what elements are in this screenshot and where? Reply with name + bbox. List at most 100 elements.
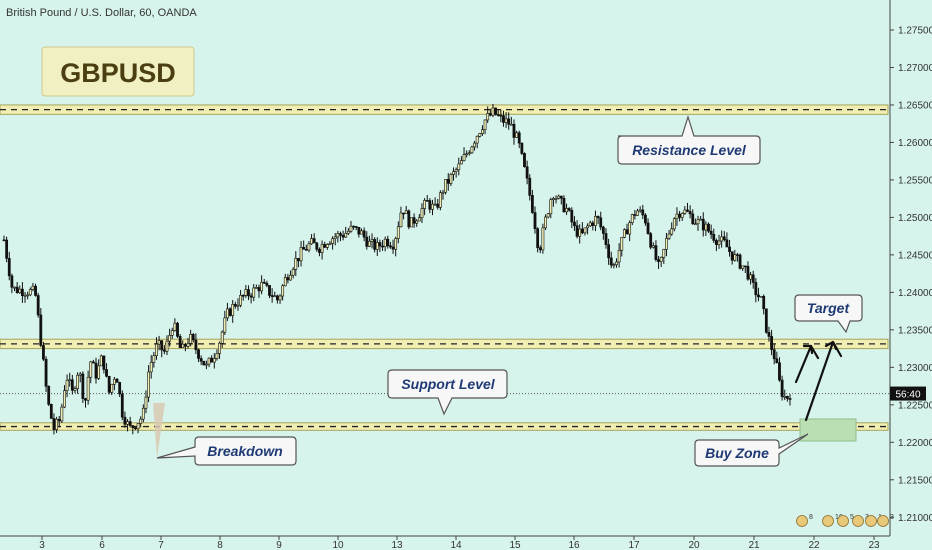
candle-body [580, 228, 584, 234]
target-callout[interactable]: Target [794, 294, 863, 334]
candle-body [741, 265, 745, 269]
price-tag-box [890, 386, 926, 401]
event-badge-icon[interactable] [796, 515, 808, 527]
candle-body [717, 240, 721, 245]
candle-body [644, 214, 647, 224]
candle-body [738, 254, 742, 269]
price-tag-text: 56:40 [895, 390, 920, 401]
candle-body [84, 398, 87, 401]
candle-body [236, 304, 240, 307]
candle-body [244, 289, 248, 296]
candle-body [654, 245, 658, 260]
price-tick-label: 1.27000 [898, 63, 932, 74]
price-axis[interactable]: 1.27500 1.27000 1.26500 1.26000 1.25500 1.250… [889, 0, 932, 536]
price-tick-label: 1.23500 [898, 325, 932, 336]
candle-body [496, 114, 500, 116]
candle-body [36, 295, 40, 316]
candle-body [444, 179, 448, 193]
price-tick-label: 1.23000 [898, 363, 932, 374]
candle-body [691, 213, 695, 225]
candle-body [725, 239, 729, 248]
price-tick-label: 1.26500 [898, 100, 932, 111]
time-axis-ticks: 3 6 7 8 9 10 13 14 15 16 17 20 21 22 23 [39, 536, 880, 550]
time-tick-label: 9 [276, 540, 282, 550]
candle-body [205, 363, 208, 366]
candle-body [420, 208, 424, 219]
event-badge-icon[interactable] [852, 515, 864, 527]
candle-body [659, 256, 663, 262]
candle-body [394, 238, 398, 250]
candle-body [207, 357, 211, 365]
candle-body [102, 355, 106, 370]
candle-body [575, 225, 579, 237]
current-price-tag: 56:40 [890, 386, 926, 401]
candle-body [331, 238, 334, 244]
candle-body [349, 225, 353, 232]
candle-body [780, 379, 784, 397]
event-badges[interactable]: 8165313 [796, 514, 895, 527]
event-badge-icon[interactable] [865, 515, 877, 527]
candle-body [70, 379, 74, 391]
candle-body [233, 304, 237, 307]
candle-body [115, 378, 119, 383]
event-badge-icon[interactable] [837, 515, 849, 527]
candle-body [436, 203, 440, 208]
candle-body [294, 258, 298, 270]
price-tick-label: 1.25000 [898, 213, 932, 224]
candle-body [699, 218, 703, 221]
candle-body [612, 264, 616, 267]
time-tick-label: 3 [39, 540, 45, 550]
candle-body [667, 233, 671, 239]
candle-body [764, 308, 768, 333]
candle-body [291, 269, 295, 276]
candle-body [546, 213, 550, 218]
candle-body [120, 393, 124, 418]
candle-body [78, 373, 82, 376]
candle-body [767, 332, 771, 337]
candle-body [91, 361, 95, 364]
candle-body [268, 285, 271, 296]
candle-body [128, 421, 132, 426]
candle-body [44, 358, 48, 387]
support-callout-text: Support Level [401, 376, 495, 392]
buy-zone-callout[interactable]: Buy Zone [694, 433, 809, 467]
candle-body [754, 282, 758, 296]
candle-body [499, 114, 503, 117]
support-callout[interactable]: Support Level [387, 369, 508, 416]
candle-body [433, 203, 437, 206]
candle-body [772, 349, 776, 360]
candle-body [346, 230, 350, 234]
candle-body [173, 322, 177, 331]
candle-body [391, 246, 395, 250]
candle-body [254, 287, 258, 289]
candle-body [596, 216, 600, 219]
time-tick-label: 6 [99, 540, 105, 550]
candle-body [775, 358, 779, 364]
candle-body [55, 418, 58, 430]
candle-body [402, 212, 405, 215]
event-badge-icon[interactable] [822, 515, 834, 527]
candle-body [362, 230, 366, 238]
time-tick-label: 23 [868, 540, 880, 550]
time-axis[interactable]: 3 6 7 8 9 10 13 14 15 16 17 20 21 22 23 [0, 535, 890, 550]
candle-body [383, 238, 387, 247]
candle-body [473, 142, 476, 148]
candle-body [131, 425, 135, 428]
candle-body [565, 208, 568, 213]
breakdown-callout[interactable]: Breakdown [156, 436, 297, 466]
time-tick-label: 14 [450, 540, 462, 550]
candle-body [557, 195, 561, 199]
candle-body [183, 343, 187, 347]
projection-arrows [794, 340, 843, 422]
event-badge-icon[interactable] [877, 515, 889, 527]
candle-body [162, 349, 166, 352]
candle-body [105, 369, 108, 377]
candle-body [641, 209, 645, 216]
candle-body [583, 227, 587, 234]
candle-body [260, 281, 264, 292]
candle-body [365, 236, 369, 247]
resistance-callout[interactable]: Resistance Level [617, 115, 761, 165]
candle-body [620, 236, 624, 251]
candle-body [704, 223, 708, 231]
